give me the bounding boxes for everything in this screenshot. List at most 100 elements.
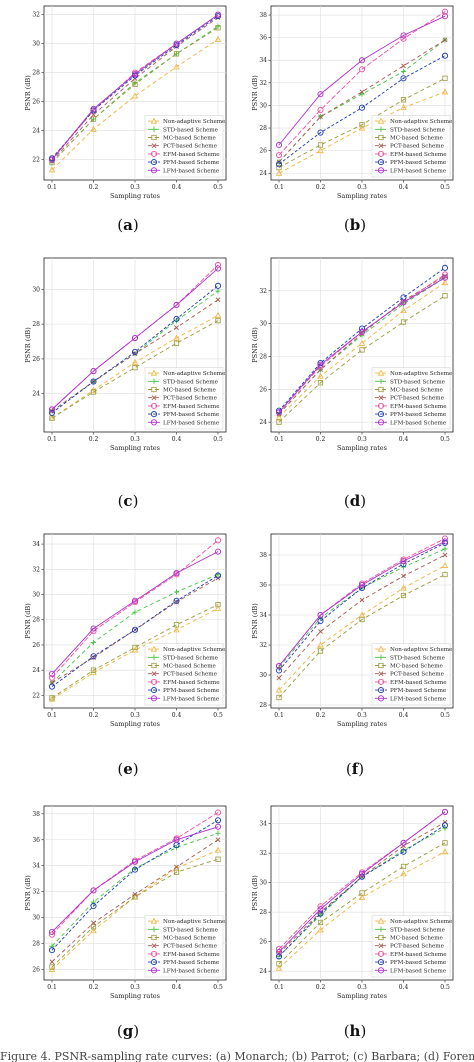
data-point [400,307,407,314]
series-line [278,77,446,168]
data-point [90,625,97,632]
legend: Non-adaptive Scheme STD-based Scheme MC-ba… [371,115,453,178]
data-point [400,319,407,325]
legend: Non-adaptive Scheme STD-based Scheme MC-ba… [371,915,453,978]
data-point [359,331,365,336]
data-point [441,279,449,286]
series-group [48,265,222,413]
legend-marker [150,645,158,652]
legend-entry-label: PCT-based Scheme [390,944,445,950]
y-tick-label: 34 [32,541,40,548]
data-point [173,597,180,604]
legend-marker [378,926,384,932]
y-axis-label: PSNR (dB) [24,75,32,111]
legend-entry-label: PFM-based Scheme [390,160,447,166]
legend-entry-label: LFM-based Scheme [390,696,447,702]
legend-marker [150,369,158,376]
series-line [51,268,219,410]
legend-marker [377,159,385,166]
data-point [317,611,324,619]
legend-entry-label: EFM-based Scheme [163,680,220,686]
legend-marker [378,143,384,149]
legend-marker [151,126,157,132]
legend-entry-label: PCT-based Scheme [390,144,445,150]
data-point [441,13,449,20]
data-point [214,537,222,544]
data-point [400,68,407,75]
data-point [90,116,97,122]
legend-entry-label: MC-based Scheme [163,664,217,670]
data-point [442,293,448,299]
legend-marker [378,126,384,132]
data-point [132,351,138,357]
x-tick-label: 0.1 [47,984,57,991]
series-line [51,826,219,933]
x-tick-label: 0.4 [172,184,182,191]
y-tick-label: 38 [32,811,40,818]
data-point [173,836,180,843]
x-tick-label: 0.2 [89,984,99,991]
y-tick-label: 32 [32,889,40,896]
legend-marker [150,917,158,924]
data-point [173,622,180,628]
data-point [275,686,283,693]
legend-marker [151,134,157,141]
series-group [48,282,222,416]
data-point [276,961,282,967]
figure-caption-text: Figure 4. PSNR-sampling rate curves: (a)… [0,1050,474,1062]
series-line [51,858,219,968]
data-point [275,953,283,960]
legend-entry-label: STD-based Scheme [390,655,446,661]
series-line [278,541,446,667]
series-group [275,562,449,693]
legend: Non-adaptive Scheme STD-based Scheme MC-ba… [144,115,226,178]
data-point [358,104,366,111]
legend-entry-label: EFM-based Scheme [163,152,220,158]
x-axis-label: Sampling rates [110,720,160,728]
legend-marker [150,402,158,409]
chart-panel: 0.1 0.2 0.3 0.4 0.5 24 26 28 30 32 34 36 38 Sampling … [251,5,454,200]
data-point [173,626,180,633]
legend-entry-label: Non-adaptive Scheme [163,919,226,925]
legend-entry-label: Non-adaptive Scheme [390,919,453,925]
y-tick-label: 32 [259,288,267,295]
data-point [441,8,449,15]
data-point [174,864,179,870]
legend-entry-label: MC-based Scheme [390,136,444,142]
data-point [442,273,448,279]
data-point [214,11,222,18]
x-axis-label: Sampling rates [337,444,387,452]
data-point [441,271,449,278]
series-line [278,39,446,163]
y-tick-label: 36 [259,582,267,589]
data-point [400,839,407,846]
data-point [400,592,407,599]
legend-entry-label: LFM-based Scheme [390,968,447,974]
data-point [275,413,283,420]
data-point [317,142,324,148]
data-point [173,570,180,577]
data-point [275,407,283,414]
x-tick-label: 0.1 [274,984,284,991]
data-point [275,141,283,149]
data-point [214,311,222,318]
legend-marker [151,378,157,384]
legend-marker [377,150,385,157]
data-point [442,37,448,43]
data-point [400,75,407,82]
data-point [401,63,406,69]
legend-entry-label: LFM-based Scheme [163,168,220,174]
chart-panel: 0.1 0.2 0.3 0.4 0.5 24 26 28 30 32 34 Sampling rate… [251,805,454,1000]
data-point [441,535,449,542]
legend-entry-label: PFM-based Scheme [390,412,447,418]
series-line [278,851,446,969]
y-tick-label: 28 [32,70,40,77]
data-point [214,846,222,853]
data-point [275,662,283,670]
x-axis-label: Sampling rates [337,992,387,1000]
legend-frame [371,367,451,430]
series-group [48,35,222,173]
legend-marker [377,402,385,409]
data-point [215,830,221,836]
panel-caption: (g) [116,1022,140,1040]
